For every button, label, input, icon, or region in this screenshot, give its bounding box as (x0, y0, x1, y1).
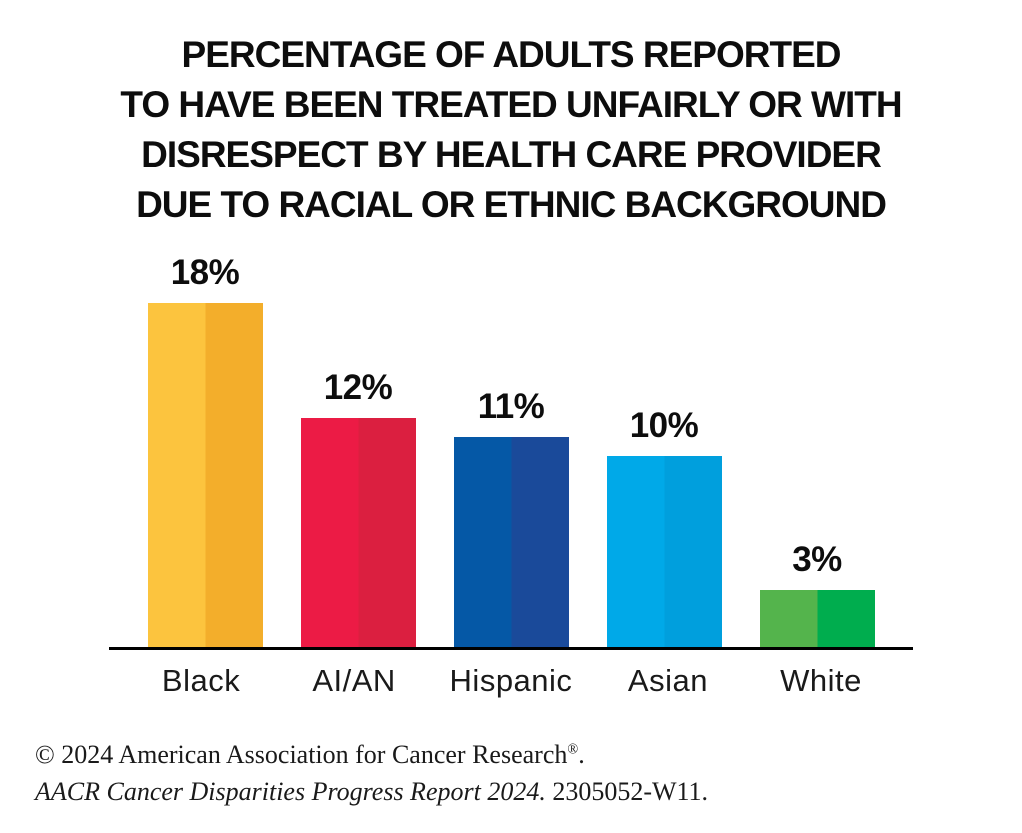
category-label-asian: Asian (627, 663, 708, 698)
chart-title: PERCENTAGE OF ADULTS REPORTED TO HAVE BE… (0, 0, 1022, 230)
chart-title-line-4: DUE TO RACIAL OR ETHNIC BACKGROUND (136, 184, 887, 225)
value-label-black: 18% (170, 253, 240, 292)
bar-chart: 18% 12% 11% 10% 3% Black AI/AN Hispanic Asian Wh… (0, 250, 1022, 699)
copyright-period: . (578, 740, 585, 769)
figure-code: 2305052-W11. (545, 777, 709, 806)
bars-area: 18% 12% 11% 10% 3% (0, 250, 1022, 647)
chart-title-line-3: DISRESPECT BY HEALTH CARE PROVIDER (141, 134, 882, 175)
bar-hispanic (453, 437, 569, 647)
category-label-white: White (780, 663, 862, 698)
bar-group-black: 18% (147, 250, 263, 647)
bar-group-ai-an: 12% (300, 250, 416, 647)
chart-title-line-1: PERCENTAGE OF ADULTS REPORTED (181, 34, 842, 75)
source-line: AACR Cancer Disparities Progress Report … (35, 773, 708, 810)
value-label-asian: 10% (629, 406, 699, 445)
copyright-text: © 2024 American Association for Cancer R… (35, 740, 568, 769)
bar-group-white: 3% (759, 250, 875, 647)
category-label-hispanic: Hispanic (449, 663, 573, 698)
figure-footer: © 2024 American Association for Cancer R… (35, 736, 708, 810)
bar-asian (606, 456, 722, 647)
bar-black (147, 303, 263, 647)
bar-ai-an (300, 418, 416, 647)
value-label-ai-an: 12% (323, 368, 393, 407)
category-label-black: Black (161, 663, 241, 698)
category-labels-row: Black AI/AN Hispanic Asian White (0, 663, 1022, 699)
bar-group-asian: 10% (606, 250, 722, 647)
report-title-text: AACR Cancer Disparities Progress Report … (35, 777, 546, 806)
x-axis-line (109, 647, 913, 650)
bar-white (759, 590, 875, 647)
copyright-line: © 2024 American Association for Cancer R… (35, 736, 708, 773)
value-label-white: 3% (792, 540, 842, 579)
chart-title-line-2: TO HAVE BEEN TREATED UNFAIRLY OR WITH (120, 84, 902, 125)
bar-group-hispanic: 11% (453, 250, 569, 647)
category-label-ai-an: AI/AN (312, 663, 396, 698)
value-label-hispanic: 11% (477, 387, 545, 426)
registered-mark: ® (567, 741, 579, 758)
